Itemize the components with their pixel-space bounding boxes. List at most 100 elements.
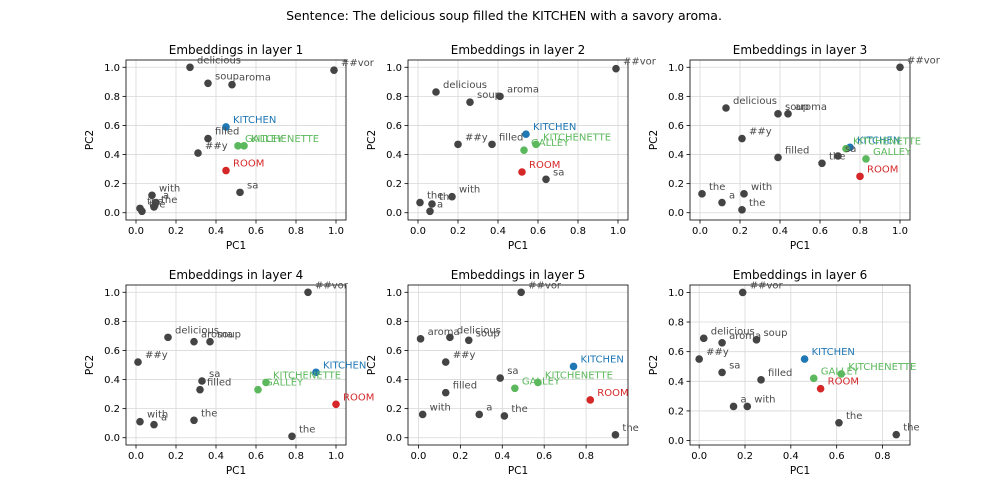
x-tick-label: 0.2 <box>452 451 468 462</box>
y-tick-label: 1.0 <box>668 288 684 299</box>
y-tick-label: 0.0 <box>668 436 684 447</box>
point-soup <box>204 79 212 88</box>
point-label: filled <box>499 132 523 143</box>
point-label: filled <box>215 127 239 138</box>
y-tick-label: 0.2 <box>386 404 402 415</box>
point-vor <box>517 288 525 297</box>
y-tick-label: 0.8 <box>668 92 684 103</box>
point-the <box>416 198 424 207</box>
point-the <box>738 206 746 214</box>
point-label: GALLEY <box>265 378 304 389</box>
point-label: the <box>846 411 862 422</box>
point-galley <box>520 146 528 154</box>
point-label: delicious <box>733 96 777 107</box>
point-soup <box>466 98 474 106</box>
point-label: delicious <box>443 80 487 91</box>
point-delicious <box>432 88 440 96</box>
point-galley <box>809 374 818 383</box>
point-room <box>222 166 230 175</box>
y-tick-label: 0.6 <box>104 346 120 357</box>
point-filled <box>488 140 496 149</box>
point-label: GALLEY <box>522 376 561 387</box>
subplot-title: Embeddings in layer 6 <box>733 268 867 282</box>
point-label: soup <box>785 102 809 113</box>
point-the <box>150 203 158 211</box>
point-sa <box>718 368 726 377</box>
y-tick-label: 0.6 <box>104 121 120 132</box>
point-label: delicious <box>197 55 241 66</box>
point-label: ##y <box>453 350 476 361</box>
x-tick-label: 0.0 <box>128 226 144 237</box>
point-the <box>698 190 706 198</box>
point-a <box>426 207 434 216</box>
subplot-layer-3: Embeddings in layer 3 0.0 0.2 0.4 0.6 0.8 1.0 0… <box>648 43 941 252</box>
point-aroma <box>784 110 792 118</box>
point-label: the <box>147 196 163 207</box>
y-tick-label: 0.8 <box>386 317 402 328</box>
point-label: delicious <box>175 325 219 336</box>
point-label: KITCHEN <box>812 347 855 358</box>
point-label: the <box>829 151 845 162</box>
point-label: aroma <box>507 84 539 95</box>
point-kitchenette <box>240 142 248 150</box>
point-label: ##vor <box>750 280 784 291</box>
point-vor <box>330 66 338 74</box>
y-tick-label: 0.2 <box>104 404 120 415</box>
x-tick-label: 0.0 <box>692 226 708 237</box>
y-tick-label: 0.0 <box>386 208 402 219</box>
point-with <box>448 192 456 201</box>
point-label: the <box>201 408 217 419</box>
x-tick-label: 0.6 <box>530 226 546 237</box>
x-axis-label: PC1 <box>790 465 810 477</box>
point-y <box>454 140 462 149</box>
point-sa <box>542 175 550 184</box>
point-label: the <box>439 192 455 203</box>
y-tick-label: 1.0 <box>668 63 684 74</box>
point-label: filled <box>785 145 809 156</box>
point-filled <box>204 134 212 143</box>
x-tick-label: 0.8 <box>578 451 594 462</box>
point-label: KITCHENETTE <box>848 362 916 373</box>
point-the <box>835 418 843 427</box>
subplot-title: Embeddings in layer 5 <box>451 268 585 282</box>
x-axis-label: PC1 <box>226 465 246 477</box>
point-label: ##vor <box>315 280 349 291</box>
point-galley <box>862 155 870 163</box>
point-label: ##y <box>205 141 228 152</box>
x-tick-label: 1.0 <box>328 451 344 462</box>
y-tick-label: 0.0 <box>104 433 120 444</box>
y-tick-label: 0.0 <box>668 208 684 219</box>
point-soup <box>464 336 473 345</box>
x-tick-label: 1.0 <box>610 226 626 237</box>
y-axis-label: PC2 <box>648 355 660 375</box>
x-tick-label: 1.0 <box>328 226 344 237</box>
point-label: aroma <box>201 330 233 341</box>
y-tick-label: 0.2 <box>668 406 684 417</box>
y-tick-label: 0.6 <box>668 121 684 132</box>
subplot-grid: Embeddings in layer 1 0.0 0.2 0.4 0.6 0.8 1.0 0… <box>84 43 941 477</box>
x-tick-label: 0.8 <box>570 226 586 237</box>
point-label: sa <box>729 360 740 371</box>
y-tick-label: 0.8 <box>104 92 120 103</box>
axes-frame <box>407 284 629 446</box>
x-tick-label: 0.8 <box>288 451 304 462</box>
point-label: aroma <box>428 327 460 338</box>
point-the <box>818 159 826 168</box>
x-tick-label: 0.0 <box>691 451 707 462</box>
point-label: aroma <box>795 102 827 113</box>
point-label: ##y <box>749 127 772 138</box>
point-label: sa <box>507 366 518 377</box>
point-label: KITCHEN <box>533 122 576 133</box>
point-filled <box>774 153 782 162</box>
point-filled <box>441 388 450 397</box>
subplot-layer-4: Embeddings in layer 4 0.0 0.2 0.4 0.6 0.8 1.0 0… <box>84 268 374 477</box>
point-filled <box>196 385 204 394</box>
point-label: a <box>729 191 735 202</box>
point-kitchenette <box>842 144 850 153</box>
x-tick-label: 0.6 <box>248 226 264 237</box>
axes-frame <box>689 59 911 221</box>
point-a <box>475 410 484 419</box>
point-with <box>743 402 752 411</box>
x-tick-label: 0.6 <box>248 451 264 462</box>
x-tick-label: 0.6 <box>536 451 552 462</box>
